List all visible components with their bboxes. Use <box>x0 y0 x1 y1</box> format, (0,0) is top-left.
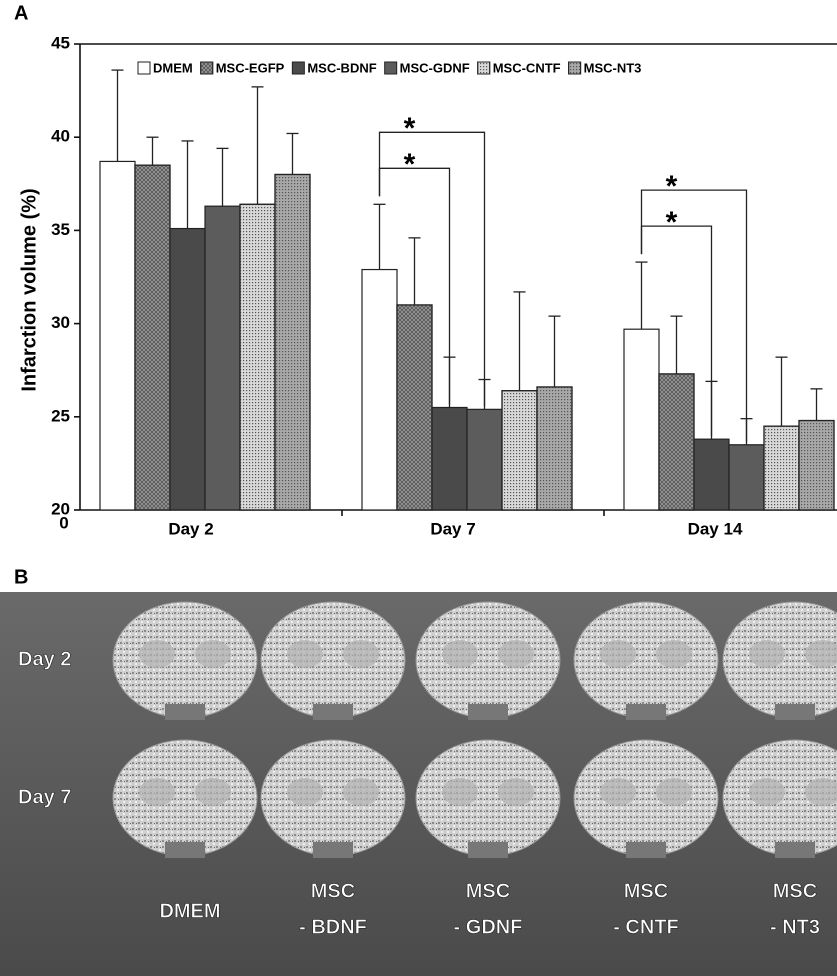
bar <box>694 439 729 510</box>
column-label: MSC <box>466 880 510 902</box>
brain-ventricle <box>498 778 534 806</box>
column-label: MSC <box>624 880 668 902</box>
brain-ventricle <box>749 640 785 668</box>
x-tick-label: Day 14 <box>688 519 743 538</box>
bar <box>205 206 240 510</box>
brain-stem <box>468 842 508 858</box>
brain-stem <box>313 842 353 858</box>
column-label: MSC <box>773 880 817 902</box>
brain-slice <box>261 602 405 718</box>
x-tick-label: Day 7 <box>430 519 475 538</box>
significance-label: * <box>404 112 416 145</box>
bar <box>275 174 310 510</box>
brain-ventricle <box>656 640 692 668</box>
bar <box>799 421 834 510</box>
legend-swatch <box>385 62 397 74</box>
row-label: Day 7 <box>18 786 71 808</box>
brain-slice <box>416 602 560 718</box>
bar <box>467 409 502 510</box>
brain-slice <box>574 740 718 856</box>
bar <box>170 229 205 510</box>
y-tick-label: 40 <box>51 127 70 146</box>
brain-ventricle <box>442 640 478 668</box>
brain-ventricle <box>442 778 478 806</box>
brain-ventricle <box>287 640 323 668</box>
significance-label: * <box>666 206 678 239</box>
bar <box>537 387 572 510</box>
column-label: - NT3 <box>770 916 820 938</box>
y-tick-label: 45 <box>51 33 70 52</box>
brain-stem <box>626 842 666 858</box>
legend-swatch <box>138 62 150 74</box>
column-label: MSC <box>311 880 355 902</box>
brain-ventricle <box>195 640 231 668</box>
panel-label: A <box>14 2 28 24</box>
legend-swatch-texture <box>569 62 581 74</box>
column-label: - CNTF <box>613 916 679 938</box>
column-label: - BDNF <box>299 916 367 938</box>
brain-stem <box>468 704 508 720</box>
brain-ventricle <box>656 778 692 806</box>
brain-ventricle <box>195 778 231 806</box>
legend-label: DMEM <box>153 60 193 75</box>
brain-ventricle <box>139 640 175 668</box>
brain-stem <box>626 704 666 720</box>
bar <box>135 165 170 510</box>
brain-stem <box>165 704 205 720</box>
brain-ventricle <box>287 778 323 806</box>
brain-ventricle <box>498 640 534 668</box>
legend-swatch-texture <box>478 62 490 74</box>
row-label: Day 2 <box>18 648 71 670</box>
y-tick-label: 30 <box>51 313 70 332</box>
brain-slice <box>113 740 257 856</box>
brain-stem <box>165 842 205 858</box>
bar <box>240 204 275 510</box>
bar <box>729 445 764 510</box>
legend-label: MSC-EGFP <box>216 60 285 75</box>
bar <box>100 161 135 510</box>
brain-stem <box>313 704 353 720</box>
brain-ventricle <box>600 640 636 668</box>
significance-label: * <box>666 170 678 203</box>
panel-label: B <box>14 566 28 588</box>
x-tick-label: Day 2 <box>168 519 213 538</box>
legend-label: MSC-BDNF <box>307 60 376 75</box>
legend-label: MSC-NT3 <box>584 60 642 75</box>
y-tick-label: 20 <box>51 499 70 518</box>
figure: A Infarction volume (%) 0 B Day 2Day 7DM… <box>0 0 837 976</box>
bar <box>362 270 397 510</box>
legend-label: MSC-GDNF <box>400 60 470 75</box>
brain-ventricle <box>343 640 379 668</box>
brain-slice <box>574 602 718 718</box>
brain-stem <box>775 704 815 720</box>
bar <box>624 329 659 510</box>
brain-stem <box>775 842 815 858</box>
bar <box>397 305 432 510</box>
brain-ventricle <box>343 778 379 806</box>
y-axis-label: Infarction volume (%) <box>18 188 40 391</box>
column-label: - GDNF <box>454 916 523 938</box>
brain-slice <box>113 602 257 718</box>
y-tick-label: 35 <box>51 220 70 239</box>
brain-ventricle <box>749 778 785 806</box>
bar <box>432 407 467 510</box>
legend-label: MSC-CNTF <box>493 60 561 75</box>
column-label: DMEM <box>159 900 220 922</box>
y-tick-label: 25 <box>51 406 70 425</box>
significance-label: * <box>404 148 416 181</box>
bar <box>764 426 799 510</box>
image-panel: Day 2 Day 7 DMEM MSC - BDNF MSC - GDNF MSC - CNT… <box>0 592 837 976</box>
bar <box>502 391 537 510</box>
page: {"panel_a_label": "A", "chart_data": { "… <box>0 0 837 976</box>
legend-swatch <box>292 62 304 74</box>
brain-ventricle <box>600 778 636 806</box>
bar <box>659 374 694 510</box>
brain-ventricle <box>139 778 175 806</box>
legend-swatch-texture <box>201 62 213 74</box>
brain-slice <box>416 740 560 856</box>
brain-slice <box>261 740 405 856</box>
